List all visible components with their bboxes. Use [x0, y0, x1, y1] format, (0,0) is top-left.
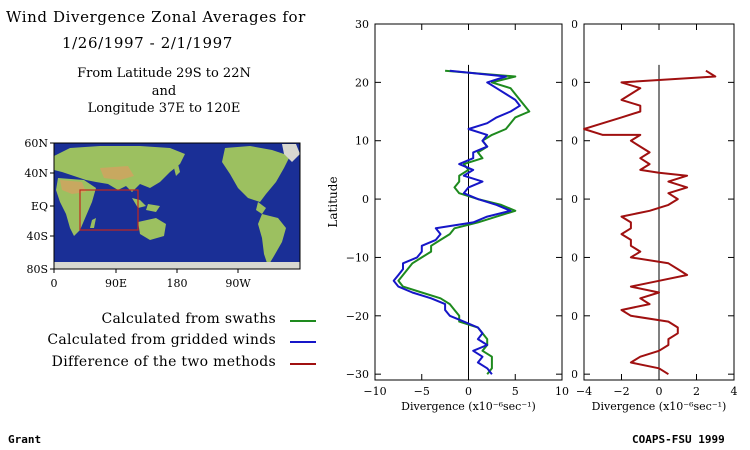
ytick-label: 30 [355, 18, 369, 31]
ytick-label: −20 [346, 310, 369, 323]
and-label: and [151, 84, 177, 99]
x-axis-label: Divergence (x10⁻⁶sec⁻¹) [592, 400, 727, 413]
ytick-label: 10 [572, 135, 578, 148]
legend-label-swaths: Calculated from swaths [101, 311, 276, 327]
divergence-chart-main: 30 20 10 0 −10 −20 −30 −10 −5 0 5 10 Divergence (x10… [326, 18, 569, 413]
map-ytick-label: 80S [26, 263, 48, 276]
xtick-label: 2 [693, 385, 700, 398]
ytick-label: 10 [355, 135, 369, 148]
xtick-label: −4 [576, 385, 592, 398]
legend-label-difference: Difference of the two methods [51, 354, 276, 370]
map-xtick-label: 90W [225, 277, 251, 290]
ytick-label: −20 [572, 310, 578, 323]
series-line-0 [583, 69, 717, 376]
xtick-label: −10 [363, 385, 386, 398]
ytick-label: −30 [572, 368, 578, 381]
x-axis-label: Divergence (x10⁻⁶sec⁻¹) [401, 400, 536, 413]
series-line-0 [397, 69, 531, 375]
ytick-label: 20 [572, 76, 578, 89]
map-xtick-label: 180 [167, 277, 188, 290]
ytick-label: −10 [572, 251, 578, 264]
map-ytick-label: 40N [24, 167, 48, 180]
date-range: 1/26/1997 - 2/1/1997 [62, 34, 233, 52]
ytick-label: −30 [346, 368, 369, 381]
legend-line-gridded [290, 341, 316, 343]
xtick-label: 4 [731, 385, 738, 398]
footer-author: Grant [8, 433, 42, 446]
legend-label-gridded: Calculated from gridded winds [47, 332, 276, 348]
map-xtick-label: 90E [105, 277, 127, 290]
y-axis-label: Latitude [326, 176, 340, 227]
latitude-range: From Latitude 29S to 22N [77, 66, 251, 81]
map-xtick-label: 0 [51, 277, 58, 290]
map-ytick-label: 40S [26, 230, 48, 243]
ytick-label: 0 [362, 193, 369, 206]
xtick-label: 0 [465, 385, 472, 398]
ytick-label: 20 [355, 76, 369, 89]
footer-credit: COAPS-FSU 1999 [632, 433, 725, 446]
xtick-label: 0 [656, 385, 663, 398]
xtick-label: −5 [414, 385, 430, 398]
region-box [79, 189, 139, 231]
ytick-label: 0 [572, 193, 578, 206]
ytick-label: 30 [572, 18, 578, 31]
longitude-range: Longitude 37E to 120E [87, 101, 241, 116]
map-ytick-label: 60N [24, 137, 48, 150]
world-map: 60N 40N EQ 40S 80S 0 90E 180 90W [24, 137, 301, 290]
xtick-label: 10 [555, 385, 569, 398]
map-ytick-label: EQ [31, 200, 48, 213]
xtick-label: −2 [613, 385, 629, 398]
chart-title: Wind Divergence Zonal Averages for [6, 8, 306, 26]
series-line-1 [392, 69, 521, 375]
xtick-label: 5 [512, 385, 519, 398]
legend-line-swaths [290, 320, 316, 322]
ytick-label: −10 [346, 251, 369, 264]
legend-line-difference [290, 363, 316, 365]
